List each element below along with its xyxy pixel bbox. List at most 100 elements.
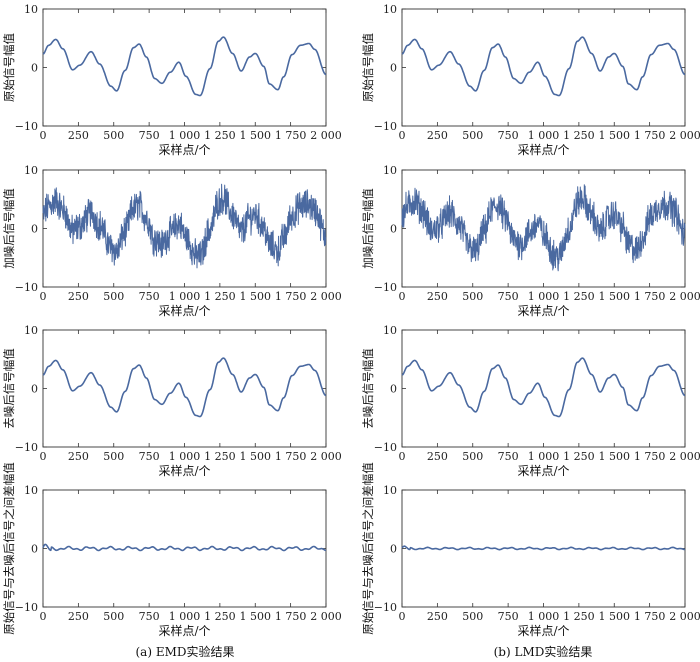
x-tick-label: 1 500 — [599, 129, 631, 142]
x-tick-label: 1 000 — [169, 290, 201, 303]
x-tick-label: 750 — [498, 610, 519, 623]
panel-2: 0 250 500 750 1 000 1 250 1 500 1 750 2 000100−1… — [361, 164, 700, 318]
x-tick-label: 0 — [40, 290, 47, 303]
panel-3: 0 250 500 750 1 000 1 250 1 500 1 750 2 000100−1… — [2, 324, 342, 478]
caption-lmd: (b) LMD实验结果 — [494, 644, 593, 659]
x-tick-label: 0 — [40, 610, 47, 623]
x-tick-label: 2 000 — [310, 610, 342, 623]
y-tick-label: 0 — [390, 383, 397, 396]
x-tick-label: 1 000 — [528, 610, 560, 623]
series-line — [42, 357, 327, 418]
x-tick-label: 500 — [103, 610, 124, 623]
x-tick-label: 500 — [462, 129, 483, 142]
x-axis-label: 采样点/个 — [517, 623, 569, 638]
series-line — [401, 36, 686, 97]
y-axis-label: 原始信号幅值 — [2, 33, 16, 102]
axes-frame — [42, 329, 327, 448]
x-tick-label: 1 750 — [275, 450, 307, 463]
axes-frame — [401, 8, 686, 127]
x-tick-label: 250 — [427, 290, 448, 303]
x-tick-label: 250 — [68, 450, 89, 463]
y-tick-label: −10 — [15, 281, 38, 294]
x-tick-label: 2 000 — [310, 129, 342, 142]
axes-frame — [401, 329, 686, 448]
y-axis-label: 去噪后信号幅值 — [2, 348, 16, 429]
y-axis-label: 原始信号与去噪后信号之间差幅值 — [2, 462, 16, 635]
y-axis-label: 去噪后信号幅值 — [361, 348, 375, 429]
x-axis-label: 采样点/个 — [517, 142, 569, 157]
x-tick-label: 1 000 — [169, 610, 201, 623]
x-tick-label: 1 000 — [528, 129, 560, 142]
y-tick-label: 10 — [383, 324, 397, 337]
x-tick-label: 1 750 — [275, 610, 307, 623]
y-axis-label: 加噪后信号幅值 — [2, 188, 16, 269]
panel-1: 0 250 500 750 1 000 1 250 1 500 1 750 2 000100−1… — [2, 3, 342, 157]
x-tick-label: 1 500 — [240, 290, 272, 303]
x-tick-label: 500 — [462, 290, 483, 303]
y-axis-label: 加噪后信号幅值 — [361, 188, 375, 269]
x-tick-label: 1 500 — [240, 450, 272, 463]
x-axis-label: 采样点/个 — [517, 463, 569, 478]
y-tick-label: 10 — [24, 3, 38, 16]
x-tick-label: 1 750 — [634, 610, 666, 623]
panel-4: 0 250 500 750 1 000 1 250 1 500 1 750 2 000100−1… — [361, 462, 700, 638]
x-tick-label: 1 250 — [563, 610, 595, 623]
x-tick-label: 1 000 — [169, 450, 201, 463]
panel-4: 0 250 500 750 1 000 1 250 1 500 1 750 2 000100−1… — [2, 462, 342, 638]
x-tick-label: 2 000 — [669, 450, 700, 463]
x-tick-label: 1 000 — [528, 290, 560, 303]
column-lmd: 0 250 500 750 1 000 1 250 1 500 1 750 2 000100−1… — [361, 3, 700, 638]
panel-2: 0 250 500 750 1 000 1 250 1 500 1 750 2 000100−1… — [2, 164, 342, 318]
x-tick-label: 500 — [103, 129, 124, 142]
x-tick-label: 1 750 — [275, 129, 307, 142]
x-tick-label: 2 000 — [310, 450, 342, 463]
y-tick-label: −10 — [15, 120, 38, 133]
x-tick-label: 2 000 — [669, 610, 700, 623]
y-tick-label: 10 — [383, 484, 397, 497]
x-tick-label: 1 750 — [634, 450, 666, 463]
series-line — [42, 543, 327, 552]
x-tick-label: 250 — [427, 129, 448, 142]
x-tick-label: 1 250 — [563, 450, 595, 463]
x-axis-label: 采样点/个 — [517, 303, 569, 318]
x-tick-label: 1 250 — [563, 129, 595, 142]
x-tick-label: 1 750 — [634, 290, 666, 303]
series-line — [401, 357, 686, 418]
x-tick-label: 750 — [139, 129, 160, 142]
y-tick-label: −10 — [374, 120, 397, 133]
x-axis-label: 采样点/个 — [158, 303, 210, 318]
x-tick-label: 500 — [103, 450, 124, 463]
x-tick-label: 1 750 — [275, 290, 307, 303]
x-tick-label: 0 — [399, 610, 406, 623]
x-tick-label: 1 000 — [528, 450, 560, 463]
y-tick-label: 10 — [24, 484, 38, 497]
column-emd: 0 250 500 750 1 000 1 250 1 500 1 750 2 000100−1… — [2, 3, 342, 638]
y-tick-label: −10 — [374, 601, 397, 614]
series-line — [401, 184, 686, 272]
x-tick-label: 2 000 — [310, 290, 342, 303]
x-axis-label: 采样点/个 — [158, 142, 210, 157]
x-axis-label: 采样点/个 — [158, 463, 210, 478]
x-tick-label: 250 — [68, 610, 89, 623]
x-tick-label: 750 — [498, 129, 519, 142]
x-tick-label: 1 250 — [204, 450, 236, 463]
x-tick-label: 0 — [399, 129, 406, 142]
x-tick-label: 1 750 — [634, 129, 666, 142]
panel-3: 0 250 500 750 1 000 1 250 1 500 1 750 2 000100−1… — [361, 324, 700, 478]
y-tick-label: 0 — [390, 62, 397, 75]
panel-1: 0 250 500 750 1 000 1 250 1 500 1 750 2 000100−1… — [361, 3, 700, 157]
series-line — [401, 545, 686, 551]
x-tick-label: 500 — [462, 610, 483, 623]
x-tick-label: 750 — [139, 290, 160, 303]
y-axis-label: 原始信号与去噪后信号之间差幅值 — [361, 462, 375, 635]
x-tick-label: 250 — [427, 450, 448, 463]
x-tick-label: 1 500 — [599, 290, 631, 303]
x-tick-label: 1 250 — [563, 290, 595, 303]
y-tick-label: −10 — [15, 441, 38, 454]
x-tick-label: 1 500 — [240, 129, 272, 142]
x-tick-label: 750 — [498, 290, 519, 303]
x-tick-label: 250 — [427, 610, 448, 623]
x-tick-label: 1 500 — [240, 610, 272, 623]
x-tick-label: 1 250 — [204, 129, 236, 142]
